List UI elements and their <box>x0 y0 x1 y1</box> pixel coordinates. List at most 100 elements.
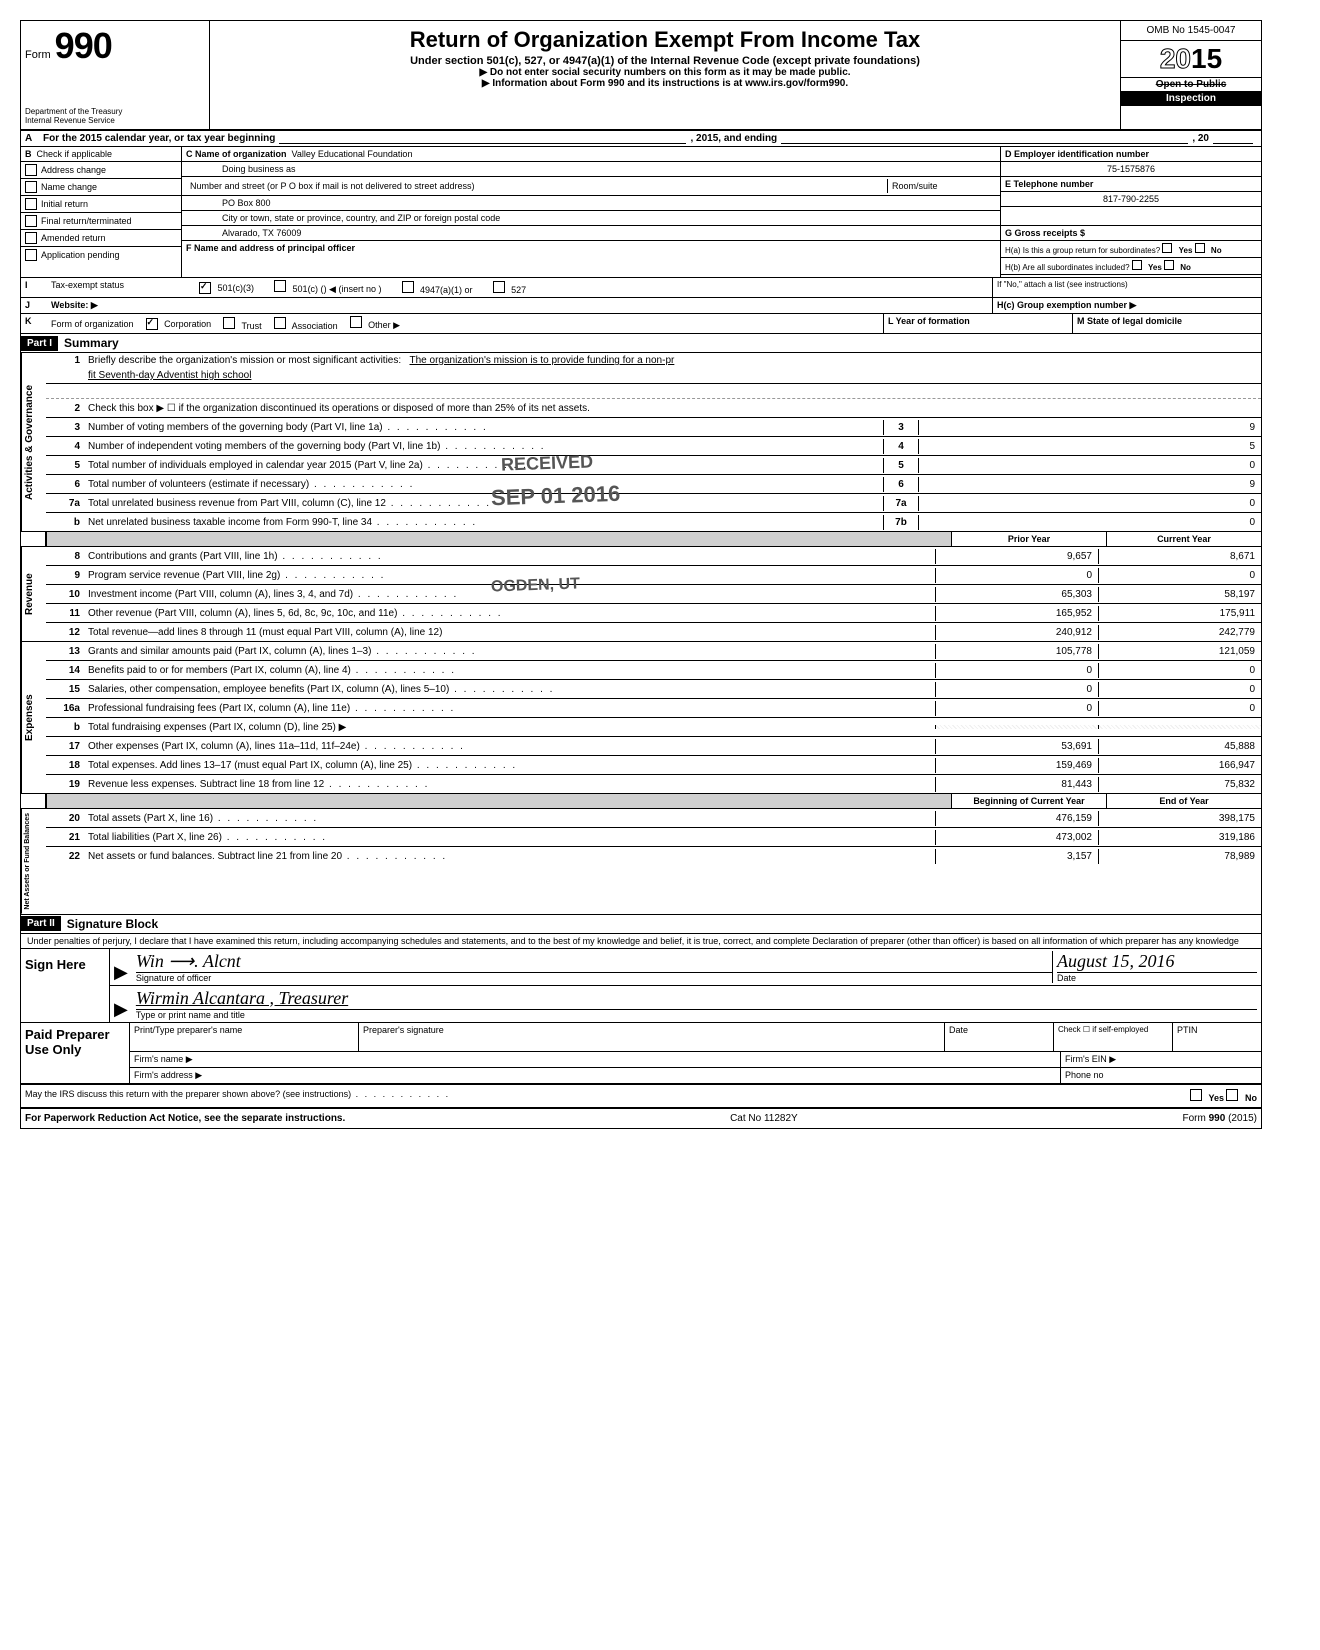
vert-activities: Activities & Governance <box>21 353 46 531</box>
part-1-title: Summary <box>58 334 125 352</box>
line2-desc: Check this box ▶ ☐ if the organization d… <box>84 401 1261 416</box>
check-corporation[interactable] <box>146 318 158 330</box>
line1-desc: Briefly describe the organization's miss… <box>88 355 401 366</box>
form-label: Form <box>25 49 51 61</box>
check-4947[interactable] <box>402 281 414 293</box>
name-title-value: Wirmin Alcantara , Treasurer <box>136 988 1257 1009</box>
city-value: Alvarado, TX 76009 <box>182 226 1000 240</box>
check-amended[interactable]: Amended return <box>21 230 181 247</box>
firm-ein-label: Firm's EIN ▶ <box>1061 1052 1261 1067</box>
year-columns-header: Prior Year Current Year <box>21 532 1261 547</box>
line14-desc: Benefits paid to or for members (Part IX… <box>84 663 935 678</box>
check-final-return[interactable]: Final return/terminated <box>21 213 181 230</box>
b-label: B <box>25 149 32 159</box>
title-box: Return of Organization Exempt From Incom… <box>210 21 1120 129</box>
line13-desc: Grants and similar amounts paid (Part IX… <box>84 644 935 659</box>
line9-desc: Program service revenue (Part VIII, line… <box>84 568 935 583</box>
part-2-title: Signature Block <box>61 915 164 933</box>
section-bcd: B Check if applicable Address change Nam… <box>21 147 1261 278</box>
line7a-val: 0 <box>918 496 1261 511</box>
expenses-section: Expenses 13Grants and similar amounts pa… <box>21 642 1261 794</box>
dba-label: Doing business as <box>182 162 1000 177</box>
beg-year-header: Beginning of Current Year <box>951 794 1106 808</box>
net-assets-header: Beginning of Current Year End of Year <box>21 794 1261 809</box>
check-address-change[interactable]: Address change <box>21 162 181 179</box>
check-trust[interactable] <box>223 317 235 329</box>
col-b: B Check if applicable Address change Nam… <box>21 147 182 277</box>
instruction-2: ▶ Information about Form 990 and its ins… <box>218 78 1112 89</box>
phone-value: 817-790-2255 <box>1001 192 1261 207</box>
signature-date: August 15, 2016 <box>1057 951 1257 972</box>
c-name-label: C Name of organization <box>186 149 287 159</box>
paid-preparer-section: Paid Preparer Use Only Print/Type prepar… <box>21 1023 1261 1085</box>
check-other[interactable] <box>350 316 362 328</box>
check-527[interactable] <box>493 281 505 293</box>
h-c-label: H(c) Group exemption number ▶ <box>997 300 1136 310</box>
dept-treasury: Department of the Treasury <box>25 107 205 116</box>
check-501c[interactable] <box>274 280 286 292</box>
type-name-label: Type or print name and title <box>136 1009 1257 1020</box>
form-header: Form 990 Department of the Treasury Inte… <box>21 21 1261 131</box>
h-a-label: H(a) Is this a group return for subordin… <box>1005 246 1160 255</box>
check-irs-no[interactable] <box>1226 1089 1238 1101</box>
sign-here-section: Sign Here ▶ Win ⟶. Alcnt Signature of of… <box>21 949 1261 1023</box>
line18-desc: Total expenses. Add lines 13–17 (must eq… <box>84 758 935 773</box>
phone-no-label: Phone no <box>1061 1068 1261 1083</box>
line3-desc: Number of voting members of the governin… <box>84 420 883 435</box>
preparer-sig-label: Preparer's signature <box>359 1023 945 1051</box>
ein-value: 75-1575876 <box>1001 162 1261 177</box>
line1-val2: fit Seventh-day Adventist high school <box>84 368 1261 383</box>
print-name-label: Print/Type preparer's name <box>130 1023 359 1051</box>
end-year-header: End of Year <box>1106 794 1261 808</box>
line11-desc: Other revenue (Part VIII, column (A), li… <box>84 606 935 621</box>
check-application-pending[interactable]: Application pending <box>21 247 181 263</box>
line3-val: 9 <box>918 420 1261 435</box>
sig-officer-label: Signature of officer <box>136 972 1052 983</box>
ptin-label: PTIN <box>1173 1023 1261 1051</box>
row-a-end: , 20 <box>1192 133 1209 144</box>
line5-val: 0 <box>918 458 1261 473</box>
firm-addr-label: Firm's address ▶ <box>130 1068 1061 1083</box>
line6-val: 9 <box>918 477 1261 492</box>
row-a-text1: For the 2015 calendar year, or tax year … <box>43 133 275 144</box>
check-initial-return[interactable]: Initial return <box>21 196 181 213</box>
line7b-val: 0 <box>918 515 1261 530</box>
main-title: Return of Organization Exempt From Incom… <box>218 27 1112 53</box>
line22-desc: Net assets or fund balances. Subtract li… <box>84 849 935 864</box>
website-label: Website: ▶ <box>51 300 98 310</box>
prep-date-label: Date <box>945 1023 1054 1051</box>
row-a-letter: A <box>25 133 43 144</box>
line1-val: The organization's mission is to provide… <box>410 355 675 366</box>
row-i: I Tax-exempt status 501(c)(3) 501(c) () … <box>21 278 1261 298</box>
street-label: Number and street (or P O box if mail is… <box>186 179 888 193</box>
sign-here-label: Sign Here <box>21 949 109 1022</box>
city-label: City or town, state or province, country… <box>182 211 1000 226</box>
vert-revenue: Revenue <box>21 547 46 641</box>
activities-governance-section: Activities & Governance 1 Briefly descri… <box>21 353 1261 532</box>
paid-preparer-label: Paid Preparer Use Only <box>21 1023 129 1083</box>
line16a-desc: Professional fundraising fees (Part IX, … <box>84 701 935 716</box>
check-501c3[interactable] <box>199 282 211 294</box>
line4-desc: Number of independent voting members of … <box>84 439 883 454</box>
line17-desc: Other expenses (Part IX, column (A), lin… <box>84 739 935 754</box>
org-name: Valley Educational Foundation <box>292 149 413 159</box>
form-version: Form 990 (2015) <box>1183 1113 1257 1124</box>
line8-desc: Contributions and grants (Part VIII, lin… <box>84 549 935 564</box>
line21-desc: Total liabilities (Part X, line 26) <box>84 830 935 845</box>
check-self-employed: Check ☐ if self-employed <box>1054 1023 1173 1051</box>
check-irs-yes[interactable] <box>1190 1089 1202 1101</box>
m-state-label: M State of legal domicile <box>1077 316 1182 326</box>
line16b-desc: Total fundraising expenses (Part IX, col… <box>84 720 935 735</box>
line4-val: 5 <box>918 439 1261 454</box>
check-association[interactable] <box>274 317 286 329</box>
line10-desc: Investment income (Part VIII, column (A)… <box>84 587 935 602</box>
net-assets-section: Net Assets or Fund Balances 20Total asse… <box>21 809 1261 915</box>
subtitle: Under section 501(c), 527, or 4947(a)(1)… <box>218 55 1112 67</box>
cat-no: Cat No 11282Y <box>730 1113 798 1124</box>
part-1-header-row: Part I Summary <box>21 334 1261 353</box>
h-note: If "No," attach a list (see instructions… <box>992 278 1261 297</box>
part-1-header: Part I <box>21 336 58 351</box>
check-name-change[interactable]: Name change <box>21 179 181 196</box>
prior-year-header: Prior Year <box>951 532 1106 546</box>
form-number: 990 <box>55 25 112 67</box>
